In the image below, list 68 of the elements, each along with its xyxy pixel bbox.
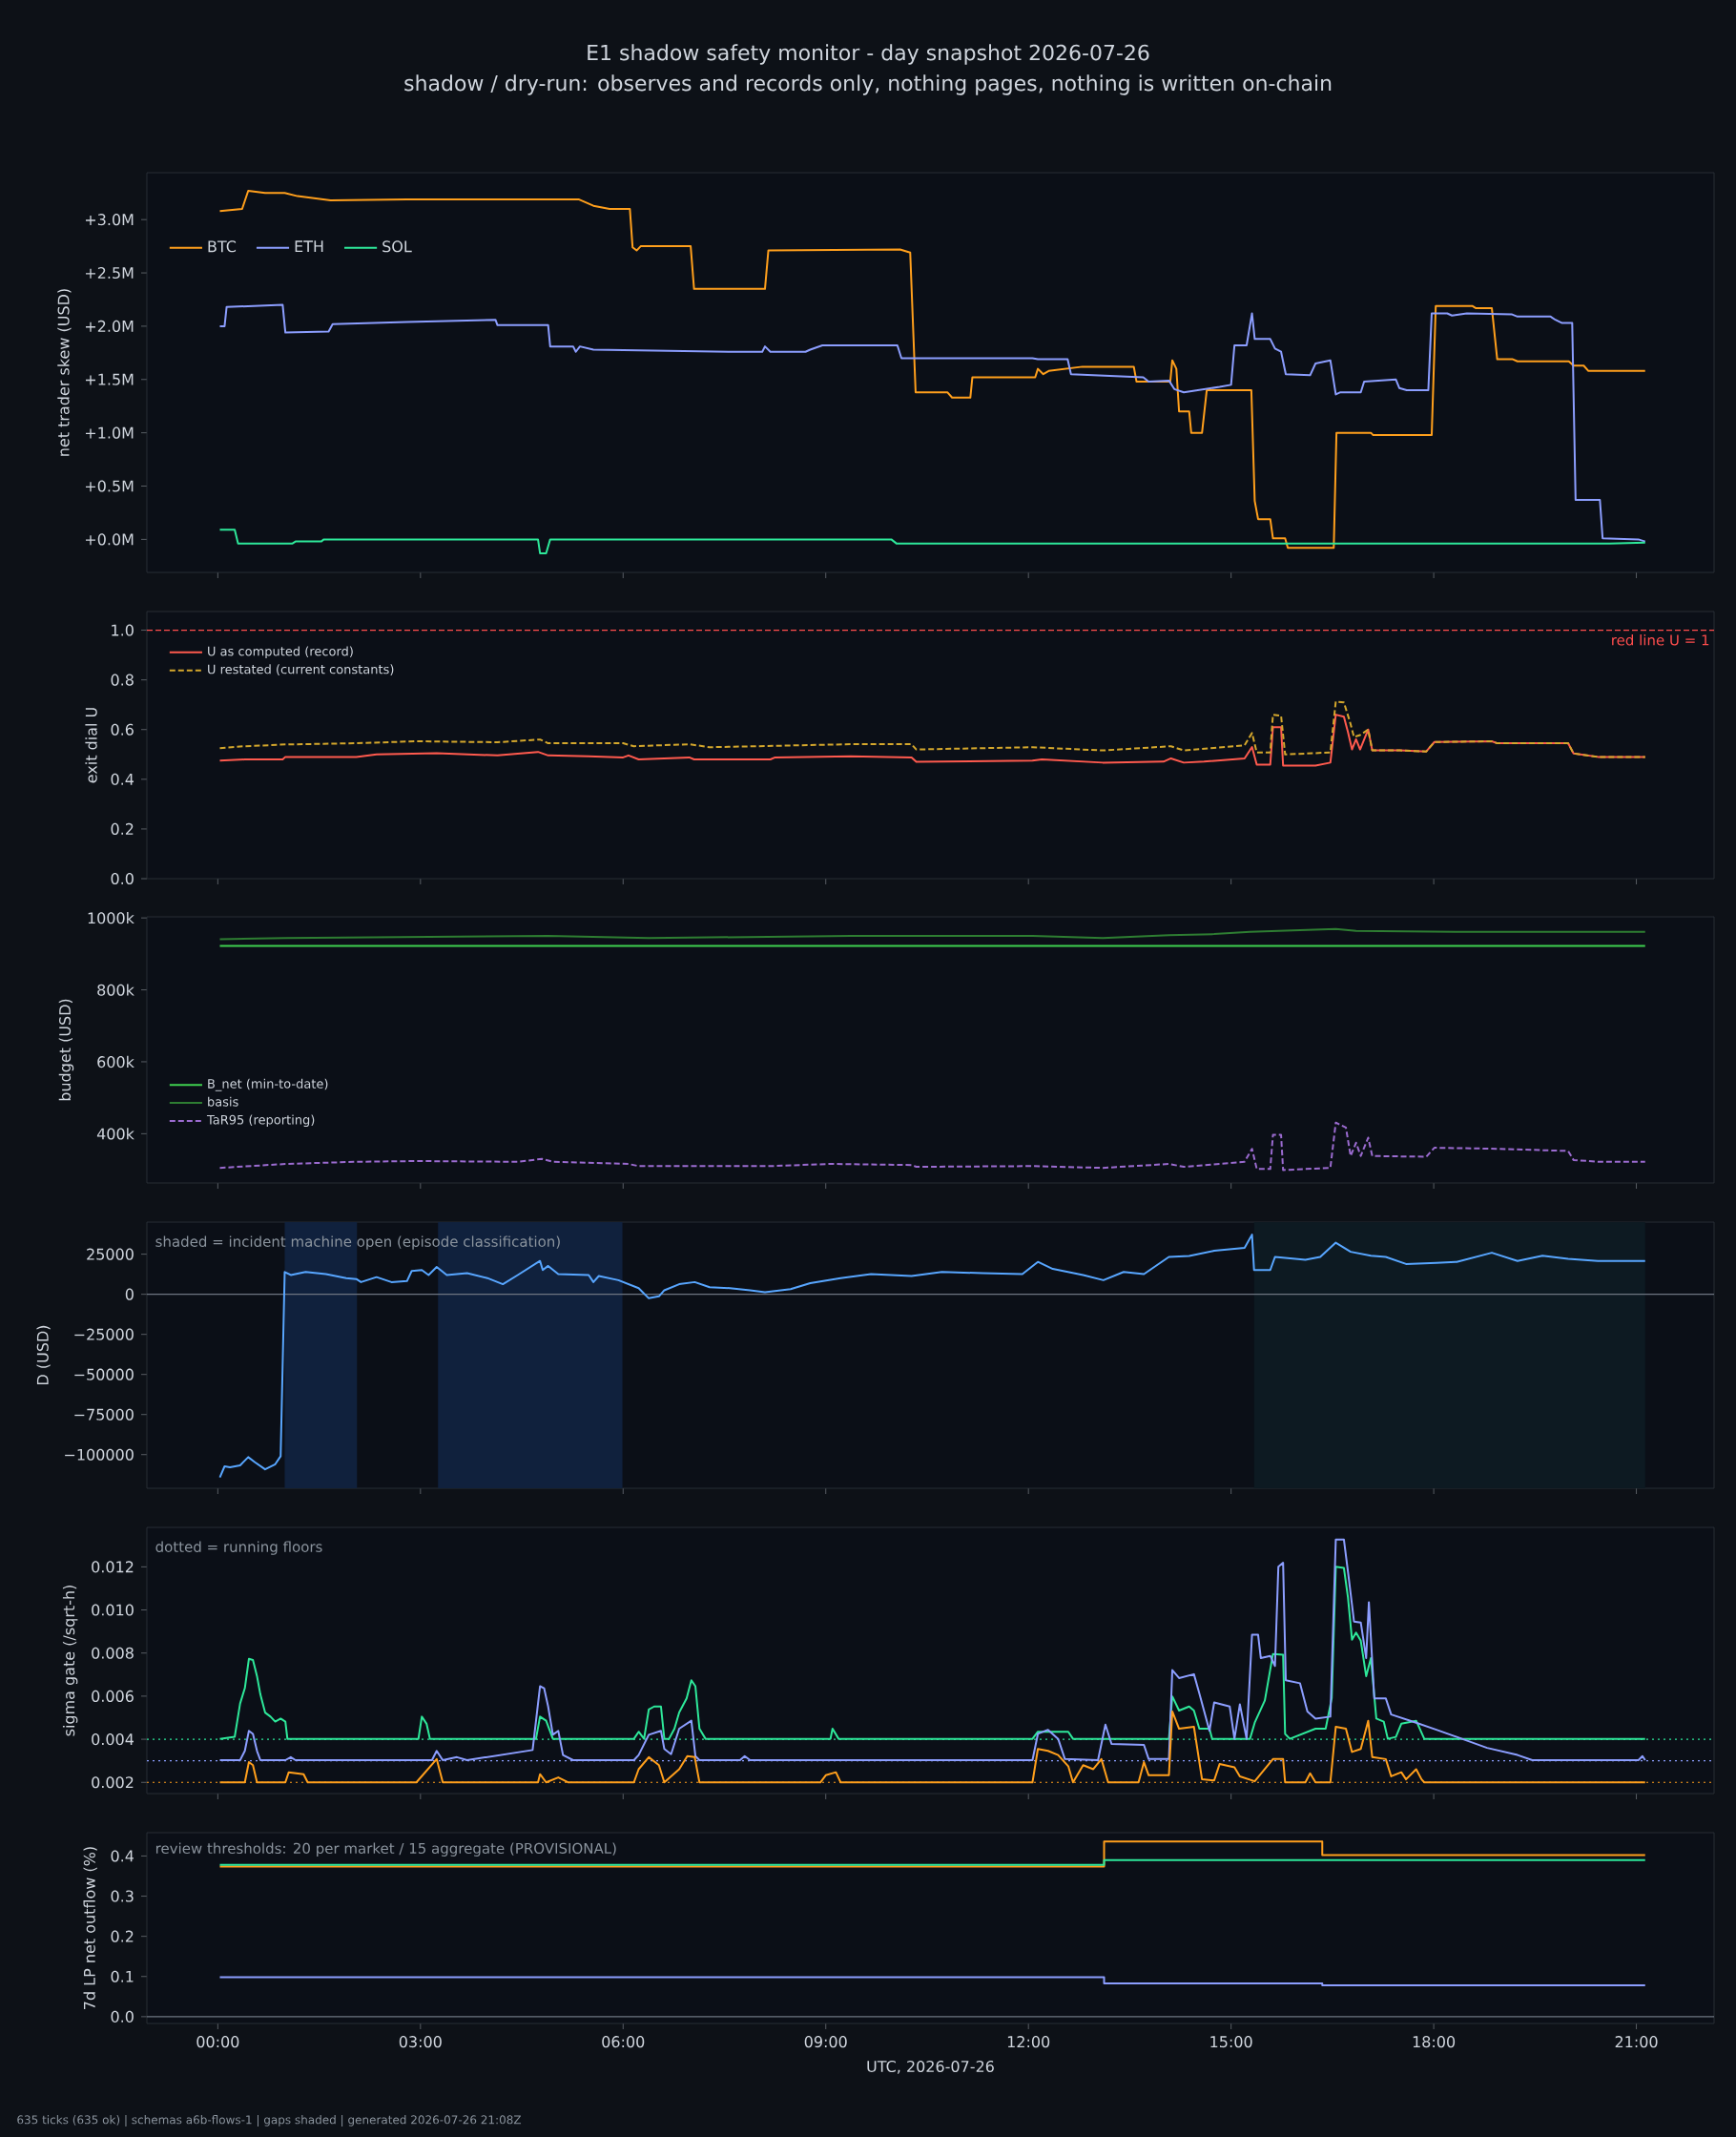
y-tick-label: 0.008 — [92, 1647, 134, 1659]
y-axis-title: net trader skew (USD) — [57, 289, 72, 456]
y-tick-label: 0.010 — [92, 1604, 134, 1616]
legend-label: B_net (min-to-date) — [208, 1078, 328, 1091]
legend-label: U restated (current constants) — [208, 664, 394, 675]
line-series — [218, 529, 1646, 554]
legend-label: BTC — [208, 240, 237, 253]
y-tick-label: 1000k — [88, 911, 134, 924]
x-tick-label: 15:00 — [1210, 2036, 1252, 2048]
y-tick-label: +2.0M — [85, 320, 134, 332]
line-series — [218, 927, 1646, 941]
y-tick-label: −25000 — [74, 1328, 134, 1340]
y-tick-label: 0.0 — [111, 2010, 134, 2023]
legend-label: basis — [208, 1096, 238, 1107]
annotation: dotted = running floors — [155, 1541, 322, 1555]
y-tick-label: 0.4 — [111, 773, 134, 785]
legend-label: ETH — [295, 240, 323, 253]
y-axis-title: budget (USD) — [58, 999, 74, 1101]
chart-title: E1 shadow safety monitor - day snapshot 2026-07-26 — [588, 44, 1149, 65]
legend-label: SOL — [382, 240, 412, 253]
y-tick-label: 0.006 — [92, 1690, 134, 1702]
y-tick-label: +3.0M — [85, 214, 134, 226]
y-tick-label: 0.1 — [111, 1970, 134, 1982]
y-tick-label: −75000 — [74, 1408, 134, 1421]
x-tick-label: 12:00 — [1007, 2036, 1050, 2048]
y-tick-label: 0.3 — [111, 1890, 134, 1902]
y-tick-label: 600k — [97, 1055, 134, 1068]
y-tick-label: 0.6 — [111, 723, 134, 736]
y-tick-label: 800k — [97, 984, 134, 996]
y-tick-label: 0.004 — [92, 1733, 134, 1746]
y-axis-title: exit dial U — [85, 708, 97, 783]
ref-line-label: red line U = 1 — [1612, 633, 1709, 646]
x-tick-label: 06:00 — [602, 2036, 645, 2048]
x-tick-label: 18:00 — [1413, 2036, 1456, 2048]
chart-subtitle: shadow / dry-run: observes and records only, nothing pages, nothing is written on-chain — [404, 74, 1332, 95]
y-tick-label: 25000 — [87, 1248, 134, 1260]
y-tick-label: 0.2 — [111, 1930, 134, 1942]
x-axis-title: UTC, 2026-07-26 — [867, 2060, 994, 2074]
y-tick-label: 0 — [125, 1288, 134, 1300]
y-tick-label: 0.2 — [111, 822, 134, 835]
annotation: shaded = incident machine open (episode classification) — [155, 1235, 560, 1250]
y-tick-label: −100000 — [65, 1448, 134, 1461]
y-tick-label: 0.0 — [111, 872, 134, 885]
x-tick-label: 21:00 — [1615, 2036, 1658, 2048]
line-series — [218, 303, 1646, 543]
x-tick-label: 03:00 — [399, 2036, 442, 2048]
annotation: review thresholds: 20 per market / 15 aggregate (PROVISIONAL) — [155, 1842, 616, 1857]
legend-label: TaR95 (reporting) — [206, 1114, 315, 1128]
y-tick-label: 0.002 — [92, 1776, 134, 1789]
y-tick-label: −50000 — [74, 1368, 134, 1380]
y-tick-label: +0.0M — [85, 533, 134, 546]
y-axis-title: 7d LP net outflow (%) — [83, 1847, 97, 2009]
y-tick-label: 0.012 — [92, 1561, 134, 1573]
legend-label: U as computed (record) — [208, 646, 353, 658]
x-tick-label: 09:00 — [804, 2036, 847, 2048]
line-series — [218, 700, 1646, 758]
y-tick-label: +0.5M — [85, 480, 134, 492]
text: 635 ticks (635 ok) | schemas a6b-flows-1 | gaps shaded | generated 2026-07-26 21:08Z — [17, 2115, 522, 2127]
x-tick-label: 00:00 — [196, 2036, 239, 2048]
y-axis-title: D (USD) — [36, 1325, 51, 1384]
y-tick-label: +2.5M — [85, 266, 134, 280]
y-axis-title: sigma gate (/sqrt-h) — [62, 1586, 78, 1736]
y-tick-label: +1.0M — [85, 426, 134, 439]
y-tick-label: 400k — [96, 1128, 134, 1140]
y-tick-label: +1.5M — [85, 373, 134, 385]
y-tick-label: 1.0 — [112, 624, 134, 636]
y-tick-label: 0.8 — [111, 674, 134, 686]
y-tick-label: 0.4 — [111, 1850, 134, 1862]
